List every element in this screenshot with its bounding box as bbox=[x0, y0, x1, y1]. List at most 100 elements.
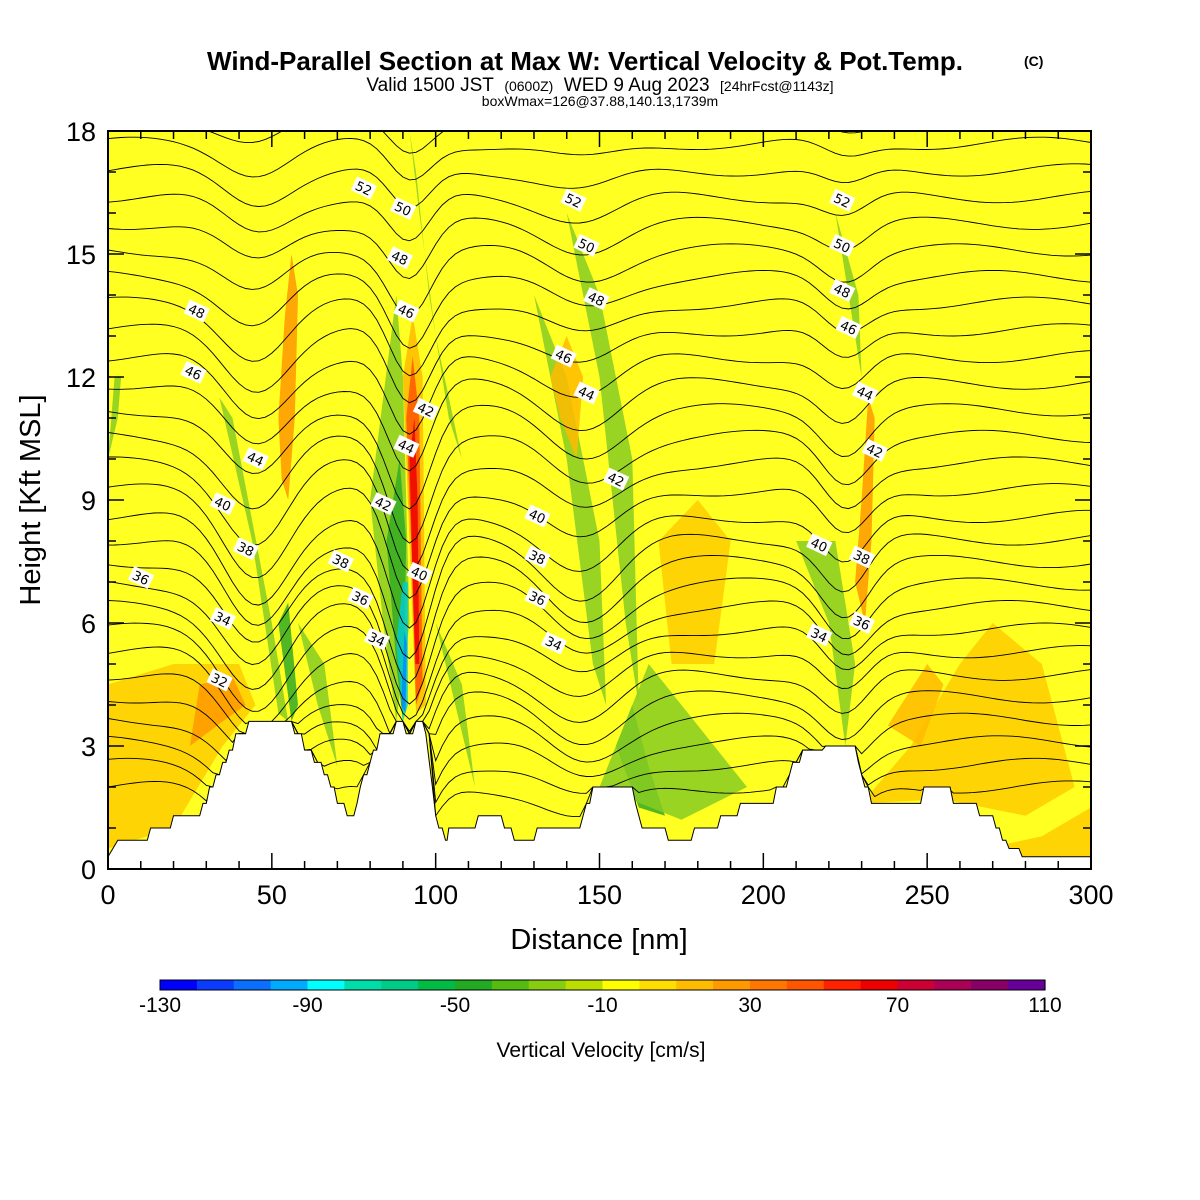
theta-label-text: 34 bbox=[808, 626, 829, 647]
colorbar-swatch bbox=[233, 980, 272, 990]
theta-label-text: 42 bbox=[605, 470, 626, 491]
y-tick-label: 18 bbox=[66, 117, 96, 147]
colorbar-swatch bbox=[528, 980, 567, 990]
theta-label-box bbox=[524, 586, 551, 610]
theta-contour-line bbox=[108, 600, 1091, 720]
theta-contour-line bbox=[108, 163, 1091, 209]
colorbar-tick-labels: -130 -90 -50 -10 30 70 110 bbox=[139, 994, 1062, 1017]
theta-label-box bbox=[861, 438, 889, 462]
velocity-anomaly bbox=[409, 418, 420, 664]
colorbar-frame bbox=[159, 979, 1046, 991]
theta-label-text: 48 bbox=[831, 282, 852, 303]
theta-label-box bbox=[560, 188, 587, 212]
theta-label-box bbox=[206, 668, 233, 692]
theta-contour-line bbox=[108, 243, 1091, 317]
theta-label-text: 46 bbox=[182, 364, 203, 385]
theta-label-text: 36 bbox=[851, 614, 872, 635]
theta-contour-line bbox=[108, 136, 1091, 181]
theta-label-text: 48 bbox=[585, 290, 606, 311]
x-tick-labels: 0 50 100 150 200 250 300 bbox=[100, 880, 1113, 910]
velocity-anomaly bbox=[189, 676, 246, 746]
theta-label-box bbox=[386, 246, 413, 270]
y-tick-labels: 0 3 6 9 12 15 18 bbox=[66, 117, 96, 885]
theta-label-text: 42 bbox=[372, 495, 393, 516]
theta-label-text: 40 bbox=[808, 536, 829, 557]
velocity-anomaly bbox=[278, 602, 298, 722]
subtitle-date: WED 9 Aug 2023 bbox=[564, 75, 710, 96]
theta-label-box bbox=[524, 545, 551, 569]
theta-contour-label: 52 bbox=[560, 188, 587, 212]
theta-label-box bbox=[835, 315, 862, 339]
theta-contour-label: 50 bbox=[389, 197, 417, 220]
theta-label-text: 44 bbox=[575, 384, 596, 405]
theta-label-text: 52 bbox=[353, 179, 374, 200]
theta-contour-label: 38 bbox=[848, 545, 875, 569]
theta-label-box bbox=[806, 533, 833, 557]
theta-label-box bbox=[347, 586, 374, 610]
theta-contour-line bbox=[108, 509, 1091, 629]
theta-label-box bbox=[829, 279, 856, 302]
theta-contour-label: 38 bbox=[232, 537, 259, 560]
title-mark: (C) bbox=[1024, 53, 1043, 69]
theta-label-box bbox=[389, 197, 417, 220]
theta-label-text: 40 bbox=[212, 495, 233, 516]
theta-contour-label: 48 bbox=[386, 246, 413, 270]
theta-label-text: 50 bbox=[575, 236, 596, 257]
theta-label-text: 48 bbox=[185, 302, 206, 323]
theta-label-box bbox=[242, 447, 269, 470]
velocity-anomaly bbox=[861, 623, 1075, 816]
theta-contour-label: 34 bbox=[540, 631, 567, 655]
theta-contour-label: 42 bbox=[861, 438, 889, 462]
theta-label-text: 36 bbox=[130, 569, 151, 590]
theta-label-text: 46 bbox=[395, 302, 416, 323]
theta-contours bbox=[108, 131, 1091, 818]
theta-label-box bbox=[550, 344, 577, 368]
theta-label-text: 46 bbox=[552, 347, 573, 368]
colorbar-swatch bbox=[823, 980, 862, 990]
theta-label-text: 38 bbox=[526, 548, 547, 569]
theta-label-box bbox=[848, 611, 875, 634]
colorbar-swatch bbox=[750, 980, 788, 990]
colorbar-swatch bbox=[1008, 980, 1046, 990]
y-tick-label: 3 bbox=[81, 732, 96, 762]
theta-label-box bbox=[127, 566, 155, 589]
theta-label-text: 34 bbox=[366, 630, 387, 651]
theta-label-text: 42 bbox=[864, 441, 885, 462]
velocity-anomaly bbox=[887, 664, 944, 746]
subtitle-forecast: [24hrFcst@1143z] bbox=[720, 78, 834, 94]
colorbar-swatch bbox=[307, 980, 345, 990]
x-tick-label: 300 bbox=[1068, 880, 1113, 910]
colorbar-swatch bbox=[639, 980, 677, 990]
subtitle-utc: (0600Z) bbox=[504, 78, 553, 94]
colorbar-swatch bbox=[860, 980, 899, 990]
colorbar-swatch bbox=[196, 980, 235, 990]
theta-label-text: 50 bbox=[831, 236, 852, 257]
chart-subtitle: Valid 1500 JST (0600Z) WED 9 Aug 2023 [2… bbox=[366, 75, 833, 96]
velocity-anomaly bbox=[401, 631, 407, 714]
theta-contour-line bbox=[108, 323, 1091, 404]
terrain bbox=[108, 720, 1091, 869]
theta-contour-label: 50 bbox=[573, 233, 600, 257]
theta-label-box bbox=[583, 287, 610, 311]
y-axis-label: Height [Kft MSL] bbox=[15, 394, 47, 605]
colorbar-tick-label: 110 bbox=[1028, 994, 1061, 1017]
colorbar-swatch bbox=[344, 980, 382, 990]
colorbar-swatch bbox=[160, 980, 198, 990]
theta-contour-label: 46 bbox=[393, 299, 420, 323]
x-tick-label: 150 bbox=[577, 880, 622, 910]
theta-contour-line bbox=[108, 622, 1091, 733]
theta-label-text: 36 bbox=[349, 589, 370, 610]
x-axis-label: Distance [nm] bbox=[510, 924, 687, 956]
velocity-anomaly bbox=[550, 336, 584, 459]
theta-contour-line bbox=[108, 350, 1091, 435]
theta-contour-label: 40 bbox=[209, 492, 237, 516]
chart-subtitle-box: boxWmax=126@37.88,140.13,1739m bbox=[482, 93, 718, 109]
theta-contour-line bbox=[108, 376, 1091, 472]
theta-contour-label: 40 bbox=[806, 533, 833, 557]
colorbar-swatch bbox=[491, 980, 530, 990]
theta-contour-label: 40 bbox=[406, 561, 433, 585]
colorbar-tick-label: -90 bbox=[292, 994, 322, 1017]
theta-label-text: 52 bbox=[562, 191, 583, 212]
